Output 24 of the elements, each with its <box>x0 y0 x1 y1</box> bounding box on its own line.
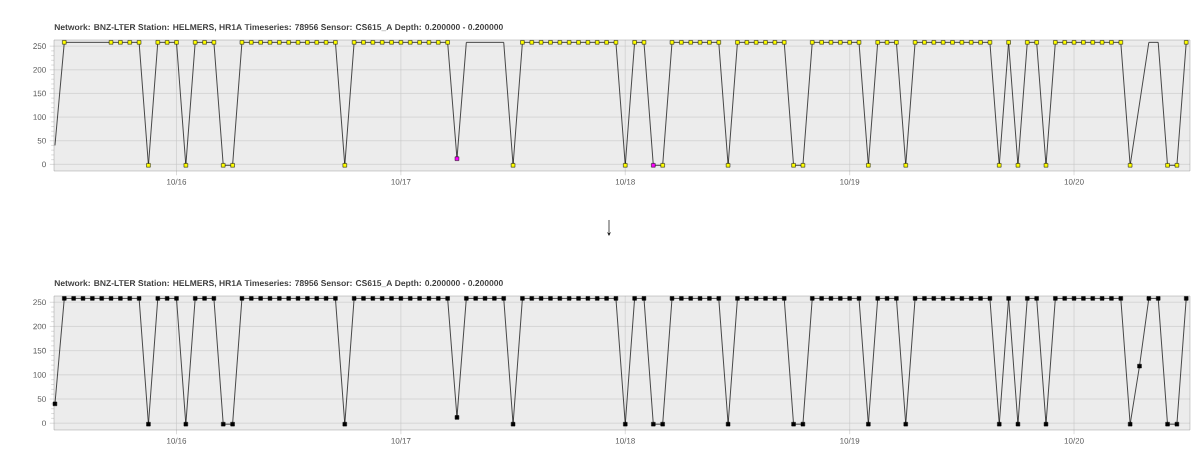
x-tick-label: 10/19 <box>840 437 860 444</box>
y-tick-label: 100 <box>33 372 46 378</box>
y-tick-label: 150 <box>33 90 46 97</box>
y-tick-label: 250 <box>33 299 46 306</box>
x-tick-label: 10/20 <box>1064 437 1084 444</box>
y-tick-label: 200 <box>33 323 46 330</box>
y-tick-label: 250 <box>33 43 46 49</box>
x-tick-label: 10/16 <box>167 437 187 444</box>
y-tick-label: 150 <box>33 347 46 354</box>
x-tick-label: 10/17 <box>391 178 411 185</box>
chart-title: Network: BNZ-LTER Station: HELMERS, HR1A Timeseries: 78956 Sensor: CS615_A Depth: 0.200000 - 0.200000 <box>54 23 503 32</box>
x-tick-label: 10/19 <box>840 178 860 185</box>
y-tick-label: 0 <box>42 420 46 427</box>
x-tick-label: 10/18 <box>615 178 635 185</box>
chart-title: Network: BNZ-LTER Station: HELMERS, HR1A Timeseries: 78956 Sensor: CS615_A Depth: 0.200000 - 0.200000 <box>54 279 503 288</box>
x-tick-label: 10/18 <box>615 437 635 444</box>
y-tick-label: 100 <box>33 114 46 120</box>
y-tick-label: 0 <box>42 161 46 168</box>
y-tick-label: 50 <box>37 396 46 402</box>
x-tick-label: 10/17 <box>391 437 411 444</box>
y-tick-label: 50 <box>37 137 46 144</box>
y-tick-label: 200 <box>33 66 46 73</box>
x-tick-label: 10/20 <box>1064 178 1084 185</box>
x-tick-label: 10/16 <box>167 178 187 185</box>
